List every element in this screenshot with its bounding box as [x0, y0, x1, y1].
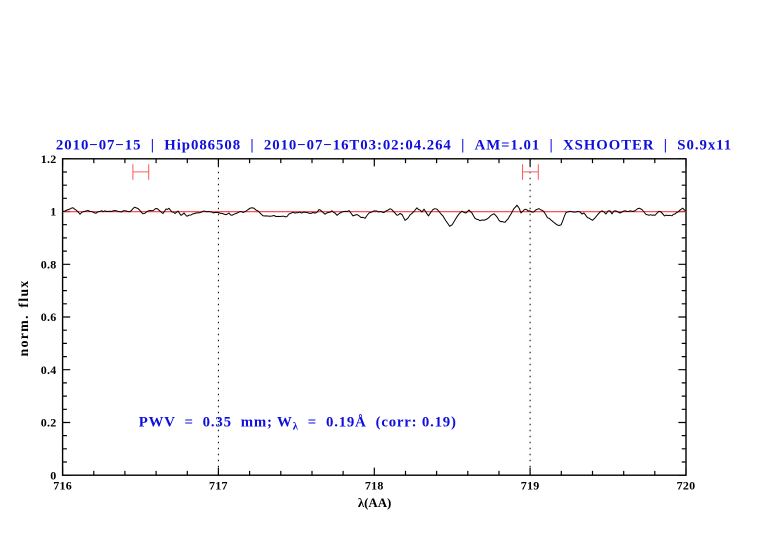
svg-text:λ(AA): λ(AA) [358, 496, 392, 510]
svg-text:1.2: 1.2 [41, 152, 57, 166]
svg-text:PWV = 0.35 mm; Wλ = 0.19Å: PWV = 0.35 mm; Wλ = 0.19Å (corr: 0.19) [139, 414, 457, 432]
svg-text:0: 0 [50, 468, 56, 482]
svg-text:norm. flux: norm. flux [17, 280, 32, 357]
svg-text:716: 716 [53, 479, 72, 493]
svg-text:719: 719 [521, 479, 540, 493]
svg-text:0.8: 0.8 [41, 258, 57, 272]
svg-text:1: 1 [50, 205, 56, 219]
svg-text:2010−07−15 | Hip086508 | 2: 2010−07−15 | Hip086508 | 2010−07−16T03:0… [56, 137, 732, 153]
svg-text:0.2: 0.2 [41, 416, 57, 430]
svg-text:720: 720 [677, 479, 696, 493]
svg-text:0.6: 0.6 [41, 310, 57, 324]
svg-text:0.4: 0.4 [41, 363, 57, 377]
svg-text:718: 718 [365, 479, 384, 493]
svg-text:717: 717 [209, 479, 228, 493]
